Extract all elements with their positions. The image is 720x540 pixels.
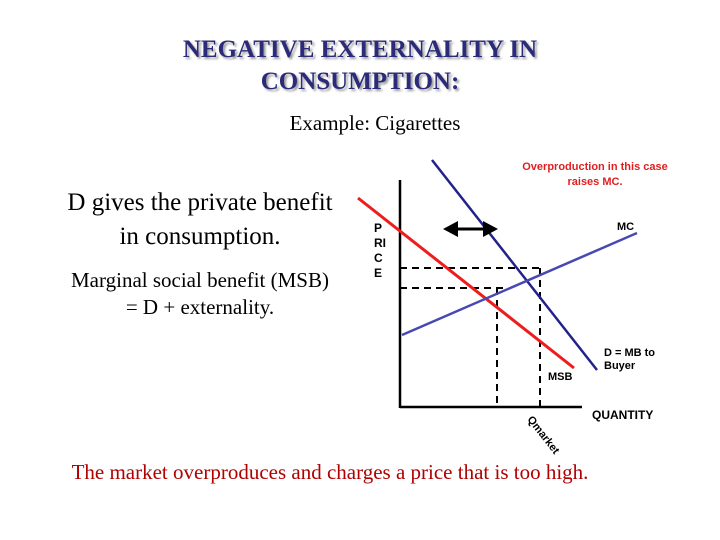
shift-arrow-left-head <box>443 221 458 237</box>
msb-curve <box>357 196 575 370</box>
msb-definition-text: Marginal social benefit (MSB) = D + exte… <box>71 268 329 319</box>
quantity-axis-label: QUANTITY <box>592 408 654 422</box>
price-axis-label-part: C <box>374 251 383 265</box>
price-axis-label-part: E <box>374 266 383 280</box>
demand-curve <box>431 159 598 371</box>
price-axis-label-part: P <box>374 221 383 235</box>
conclusion-text: The market overproduces and charges a pr… <box>71 460 589 484</box>
slide-title: NEGATIVE EXTERNALITY IN CONSUMPTION: <box>110 34 610 98</box>
example-text: Example: Cigarettes <box>289 111 461 135</box>
price-axis-label-part: RI <box>374 236 386 250</box>
mc-label: MC <box>617 221 635 233</box>
private-benefit-text: D gives the private benefit in consumpti… <box>67 189 333 250</box>
title-line-2: CONSUMPTION: <box>260 68 460 95</box>
msb-label: MSB <box>548 371 573 383</box>
overproduction-note: Overproduction in this case raises MC. <box>522 161 668 188</box>
demand-label: D = MB to Buyer <box>604 347 656 372</box>
price-axis-label: P RI C E <box>374 221 394 281</box>
shift-arrow-right-head <box>483 221 498 237</box>
title-line-1: NEGATIVE EXTERNALITY IN <box>182 36 538 63</box>
mc-curve <box>401 231 638 337</box>
